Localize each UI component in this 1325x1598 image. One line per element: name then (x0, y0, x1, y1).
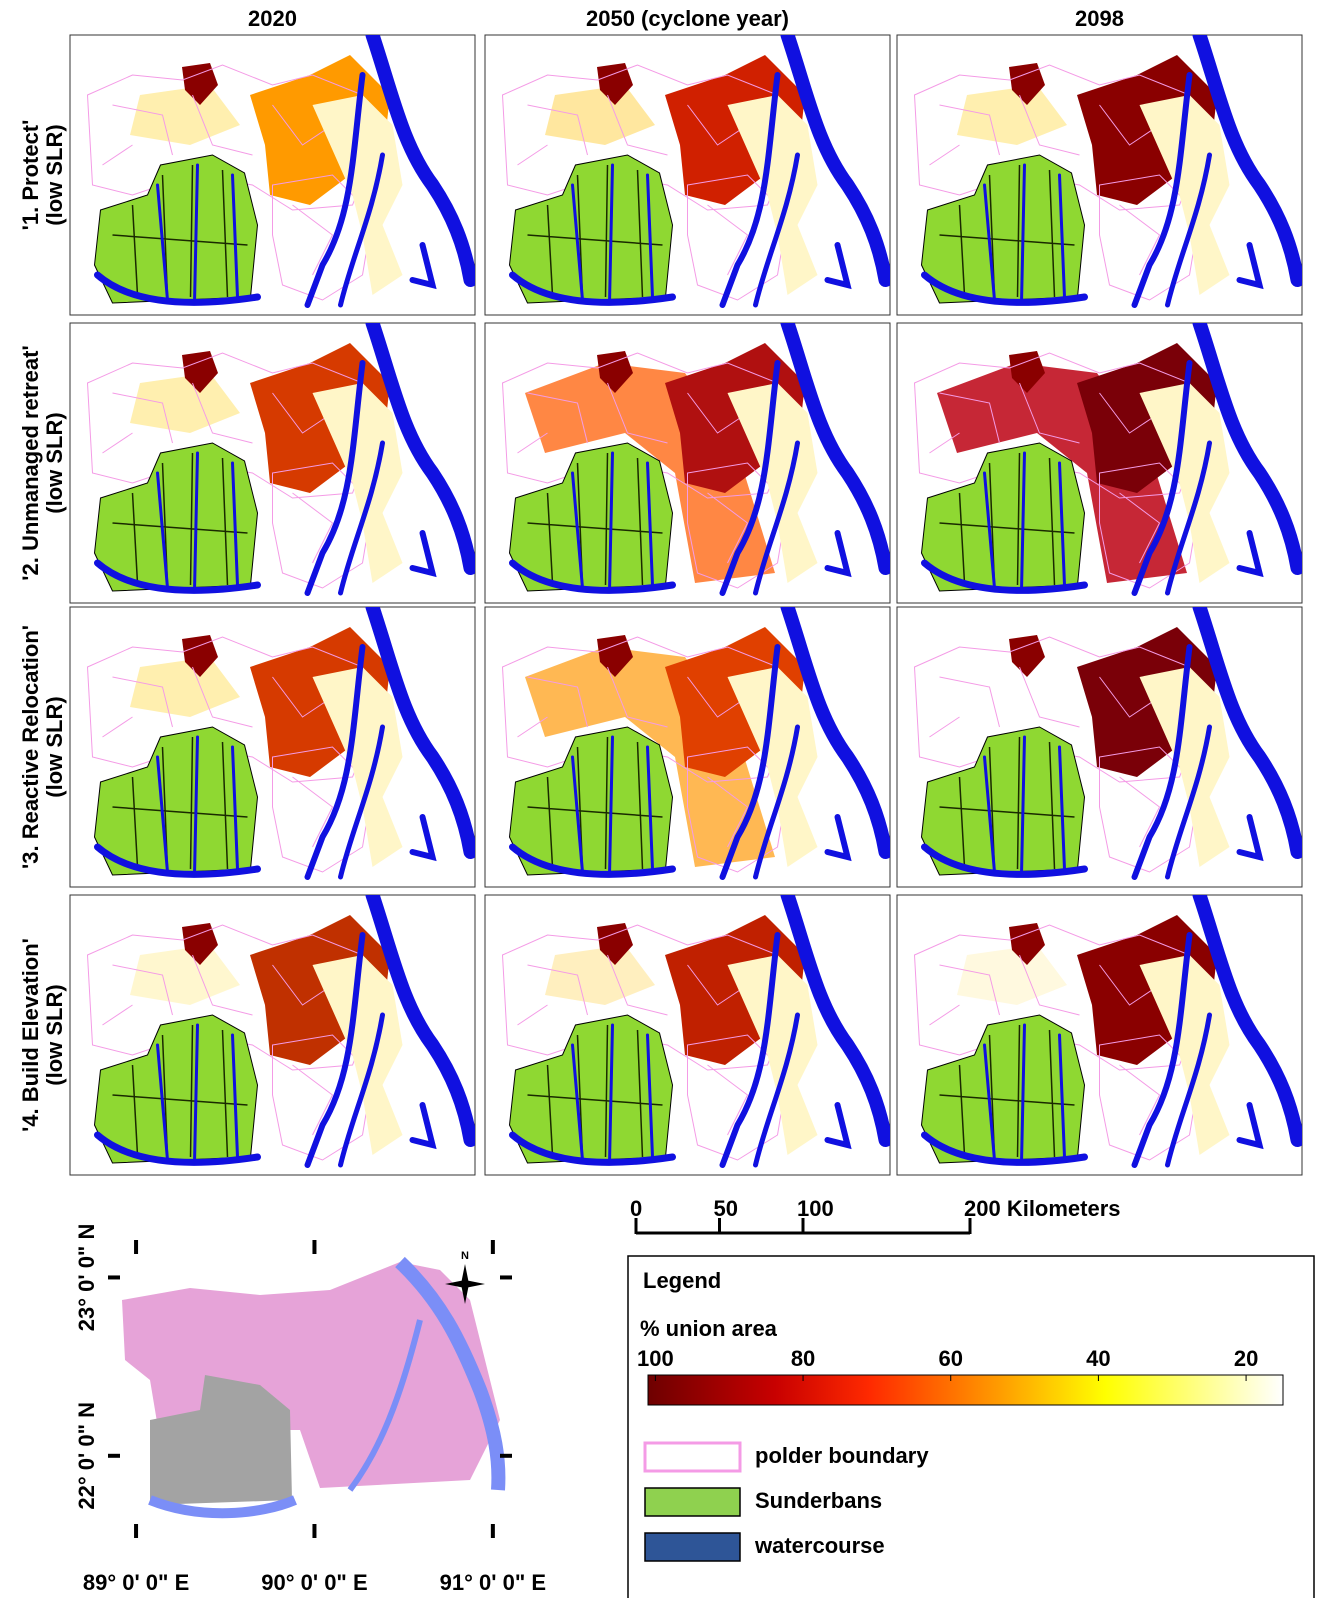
map-panel (896, 894, 1303, 1176)
impact-hotspot (597, 63, 633, 105)
impact-west (130, 373, 240, 433)
row-title: '4. Build Elevation' (18, 938, 43, 1132)
legend-swatch (644, 1532, 741, 1562)
north-label: N (461, 1250, 469, 1262)
column-title: 2020 (248, 6, 297, 31)
colorbar-tick-label: 40 (1086, 1346, 1110, 1371)
polder-area (122, 1262, 500, 1488)
map-panel (896, 606, 1303, 888)
scale-label: 200 Kilometers (964, 1196, 1121, 1221)
row-title: (low SLR) (42, 412, 67, 513)
impact-hotspot (597, 635, 633, 677)
map-panel (484, 894, 891, 1176)
colorbar-label: % union area (640, 1316, 778, 1341)
impact-hotspot (182, 923, 218, 965)
map-panel (69, 894, 476, 1176)
legend-swatch (644, 1487, 741, 1517)
impact-west (130, 657, 240, 717)
legend-box (627, 1255, 1315, 1598)
impact-west (545, 945, 655, 1005)
impact-hotspot (182, 635, 218, 677)
legend-swatch (643, 1441, 742, 1473)
north-arrow (445, 1264, 485, 1304)
impact-hotspot (182, 351, 218, 393)
scale-label: 100 (797, 1196, 834, 1221)
x-tick-label: 89° 0' 0" E (83, 1570, 189, 1595)
impact-west (957, 85, 1067, 145)
impact-hotspot (1009, 635, 1045, 677)
impact-hotspot (597, 923, 633, 965)
colorbar-tick-label: 20 (1234, 1346, 1258, 1371)
colorbar-tick-label: 100 (637, 1346, 674, 1371)
impact-hotspot (597, 351, 633, 393)
map-panel (69, 606, 476, 888)
impact-west (130, 85, 240, 145)
row-title: '2. Unmanaged retreat' (18, 345, 43, 580)
map-panel (69, 322, 476, 604)
impact-west (545, 85, 655, 145)
map-panel (484, 606, 891, 888)
column-title: 2098 (1075, 6, 1124, 31)
rivers (148, 1256, 506, 1519)
legend-label: Sunderbans (755, 1488, 882, 1513)
map-panel (896, 322, 1303, 604)
row-title: (low SLR) (42, 124, 67, 225)
row-title: '1. Protect' (18, 120, 43, 231)
row-title: (low SLR) (42, 696, 67, 797)
legend-label: polder boundary (755, 1443, 929, 1468)
impact-hotspot (1009, 63, 1045, 105)
sunderbans-area (150, 1375, 292, 1505)
scale-label: 50 (714, 1196, 738, 1221)
locator-map: 89° 0' 0" E 90° 0' 0" E 91° 0' 0" E 23° 0' … (74, 1224, 546, 1595)
y-tick-label: 22° 0' 0" N (74, 1402, 99, 1510)
y-tick-label: 23° 0' 0" N (74, 1224, 99, 1332)
row-title: (low SLR) (42, 984, 67, 1085)
map-panels (69, 34, 1303, 1176)
map-panel (484, 322, 891, 604)
x-tick-label: 90° 0' 0" E (261, 1570, 367, 1595)
impact-hotspot (1009, 923, 1045, 965)
colorbar (647, 1374, 1284, 1406)
colorbar-tick-label: 80 (791, 1346, 815, 1371)
map-panel (896, 34, 1303, 316)
legend-title: Legend (643, 1268, 721, 1293)
colorbar-tick-label: 60 (938, 1346, 962, 1371)
map-panel (484, 34, 891, 316)
impact-hotspot (182, 63, 218, 105)
column-title: 2050 (cyclone year) (586, 6, 789, 31)
x-tick-label: 91° 0' 0" E (440, 1570, 546, 1595)
impact-west (957, 945, 1067, 1005)
scale-label: 0 (630, 1196, 642, 1221)
impact-west (130, 945, 240, 1005)
row-title: '3. Reactive Relocation' (18, 625, 43, 869)
impact-hotspot (1009, 351, 1045, 393)
legend: Legend % union area 100 80 60 40 20 polder boun… (627, 1255, 1315, 1598)
map-panel (69, 34, 476, 316)
scale-bar: 0 50 100 200 Kilometers (630, 1196, 1121, 1235)
legend-label: watercourse (754, 1533, 885, 1558)
